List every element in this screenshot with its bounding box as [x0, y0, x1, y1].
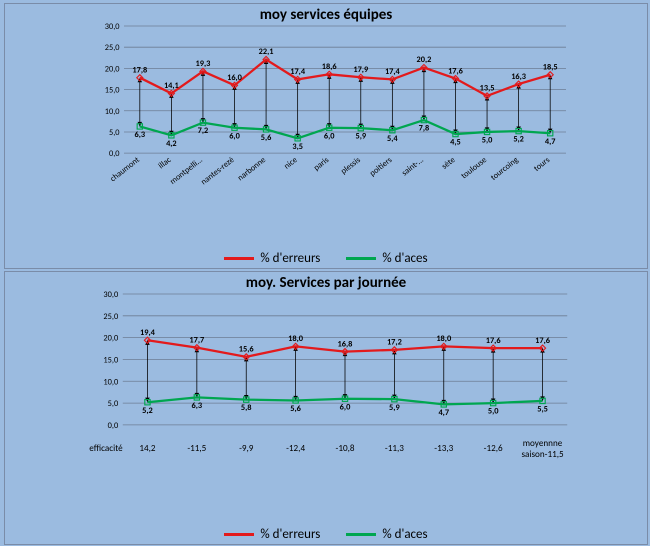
svg-text:15,0: 15,0 — [103, 355, 119, 365]
svg-text:6,0: 6,0 — [324, 131, 335, 141]
svg-text:4,7: 4,7 — [438, 408, 449, 418]
svg-text:5,9: 5,9 — [389, 403, 400, 413]
svg-text:5,6: 5,6 — [261, 133, 272, 143]
svg-text:narbonne: narbonne — [236, 155, 268, 183]
svg-text:17,8: 17,8 — [132, 65, 147, 75]
svg-text:5,2: 5,2 — [142, 406, 153, 416]
svg-text:5,0: 5,0 — [109, 128, 120, 138]
chart-teams: 0,05,010,015,020,025,030,017,86,314,14,2… — [53, 26, 637, 194]
svg-text:16,0: 16,0 — [227, 73, 243, 83]
svg-text:16,8: 16,8 — [338, 339, 353, 349]
svg-text:5,8: 5,8 — [241, 403, 252, 413]
svg-text:4,5: 4,5 — [450, 138, 461, 148]
svg-text:5,0: 5,0 — [482, 136, 493, 146]
svg-text:13,5: 13,5 — [480, 84, 495, 94]
panel-journee: moy. Services par journée 0,0 5,0 10,0 15,0… — [4, 271, 648, 545]
svg-text:17,4: 17,4 — [385, 67, 401, 77]
svg-text:16,3: 16,3 — [511, 72, 526, 82]
svg-text:4,2: 4,2 — [166, 139, 177, 149]
svg-text:18,0: 18,0 — [288, 334, 304, 344]
svg-text:-10,8: -10,8 — [336, 443, 355, 454]
legend-bottom: % d'erreurs % d'aces — [5, 527, 647, 542]
svg-text:20,2: 20,2 — [417, 55, 432, 65]
svg-text:nice: nice — [282, 155, 299, 171]
panel-teams: moy services équipes 0,0 5,0 10,0 15,0 20,0 2… — [4, 3, 648, 269]
svg-text:17,2: 17,2 — [387, 338, 402, 348]
svg-text:17,4: 17,4 — [290, 67, 306, 77]
svg-text:0,0: 0,0 — [108, 421, 119, 431]
svg-text:sète: sète — [440, 155, 457, 172]
svg-text:6,3: 6,3 — [192, 401, 203, 411]
svg-text:nantes-rezé: nantes-rezé — [199, 155, 236, 187]
svg-text:paris: paris — [312, 155, 331, 173]
svg-text:15,0: 15,0 — [105, 86, 120, 96]
svg-text:14,2: 14,2 — [139, 443, 156, 454]
svg-text:5,6: 5,6 — [290, 404, 301, 414]
svg-text:25,0: 25,0 — [103, 312, 119, 322]
svg-text:montpelli...: montpelli... — [168, 155, 205, 187]
svg-text:-11,3: -11,3 — [385, 443, 404, 454]
svg-text:saint-...: saint-... — [400, 155, 426, 178]
svg-text:6,0: 6,0 — [229, 131, 240, 141]
svg-text:efficacité: efficacité — [89, 443, 123, 454]
svg-text:25,0: 25,0 — [105, 43, 120, 53]
svg-text:tourcoing: tourcoing — [489, 155, 521, 183]
svg-text:18,6: 18,6 — [322, 62, 338, 72]
legend-aces: % d'aces — [346, 251, 427, 266]
svg-text:5,4: 5,4 — [387, 134, 398, 144]
legend-errors: % d'erreurs — [224, 251, 320, 266]
svg-text:7,8: 7,8 — [419, 124, 430, 134]
svg-text:6,0: 6,0 — [340, 402, 351, 412]
svg-text:10,0: 10,0 — [103, 377, 119, 387]
svg-text:-12,4: -12,4 — [286, 443, 305, 454]
svg-text:17,6: 17,6 — [535, 336, 551, 346]
svg-text:10,0: 10,0 — [105, 107, 120, 117]
svg-text:17,9: 17,9 — [353, 65, 369, 75]
svg-text:-9,9: -9,9 — [239, 443, 254, 454]
svg-text:saison-11,5: saison-11,5 — [521, 449, 564, 460]
svg-text:15,6: 15,6 — [239, 345, 255, 355]
svg-text:toulouse: toulouse — [459, 155, 488, 181]
svg-text:moyennne: moyennne — [523, 438, 563, 449]
chart-title-top: moy services équipes — [5, 6, 647, 24]
svg-text:5,0: 5,0 — [108, 399, 119, 409]
svg-text:17,6: 17,6 — [486, 336, 502, 346]
svg-text:-13,3: -13,3 — [434, 443, 453, 454]
svg-text:0,0: 0,0 — [109, 149, 120, 159]
svg-text:tours: tours — [532, 155, 552, 174]
svg-text:17,7: 17,7 — [189, 335, 205, 345]
svg-text:-11,5: -11,5 — [187, 443, 206, 454]
svg-text:30,0: 30,0 — [103, 290, 119, 300]
svg-text:14,1: 14,1 — [164, 81, 179, 91]
svg-text:chaumont: chaumont — [108, 155, 141, 184]
svg-text:5,0: 5,0 — [488, 407, 499, 417]
svg-text:17,6: 17,6 — [448, 66, 464, 76]
svg-text:7,2: 7,2 — [198, 126, 209, 136]
svg-text:18,5: 18,5 — [543, 62, 558, 72]
svg-text:19,4: 19,4 — [140, 328, 156, 338]
svg-text:20,0: 20,0 — [105, 64, 120, 74]
svg-text:5,9: 5,9 — [355, 132, 366, 142]
svg-text:plessis: plessis — [339, 155, 363, 176]
svg-text:30,0: 30,0 — [105, 22, 120, 32]
svg-text:5,2: 5,2 — [513, 135, 524, 145]
legend-top: % d'erreurs % d'aces — [5, 251, 647, 266]
svg-text:19,3: 19,3 — [196, 59, 211, 69]
chart-journee: 0,05,010,015,020,025,030,019,45,217,76,3… — [53, 294, 637, 466]
svg-text:4,7: 4,7 — [545, 137, 556, 147]
svg-text:18,0: 18,0 — [436, 334, 452, 344]
svg-text:22,1: 22,1 — [259, 47, 274, 57]
svg-text:3,5: 3,5 — [292, 142, 303, 152]
svg-text:-12,6: -12,6 — [484, 443, 503, 454]
legend-errors-b: % d'erreurs — [224, 527, 320, 542]
svg-text:6,3: 6,3 — [135, 130, 146, 140]
svg-text:illac: illac — [157, 155, 174, 171]
svg-text:20,0: 20,0 — [103, 334, 119, 344]
chart-title-bottom: moy. Services par journée — [5, 274, 647, 292]
svg-text:5,5: 5,5 — [537, 405, 548, 415]
svg-text:poitiers: poitiers — [368, 155, 394, 179]
legend-aces-b: % d'aces — [346, 527, 427, 542]
